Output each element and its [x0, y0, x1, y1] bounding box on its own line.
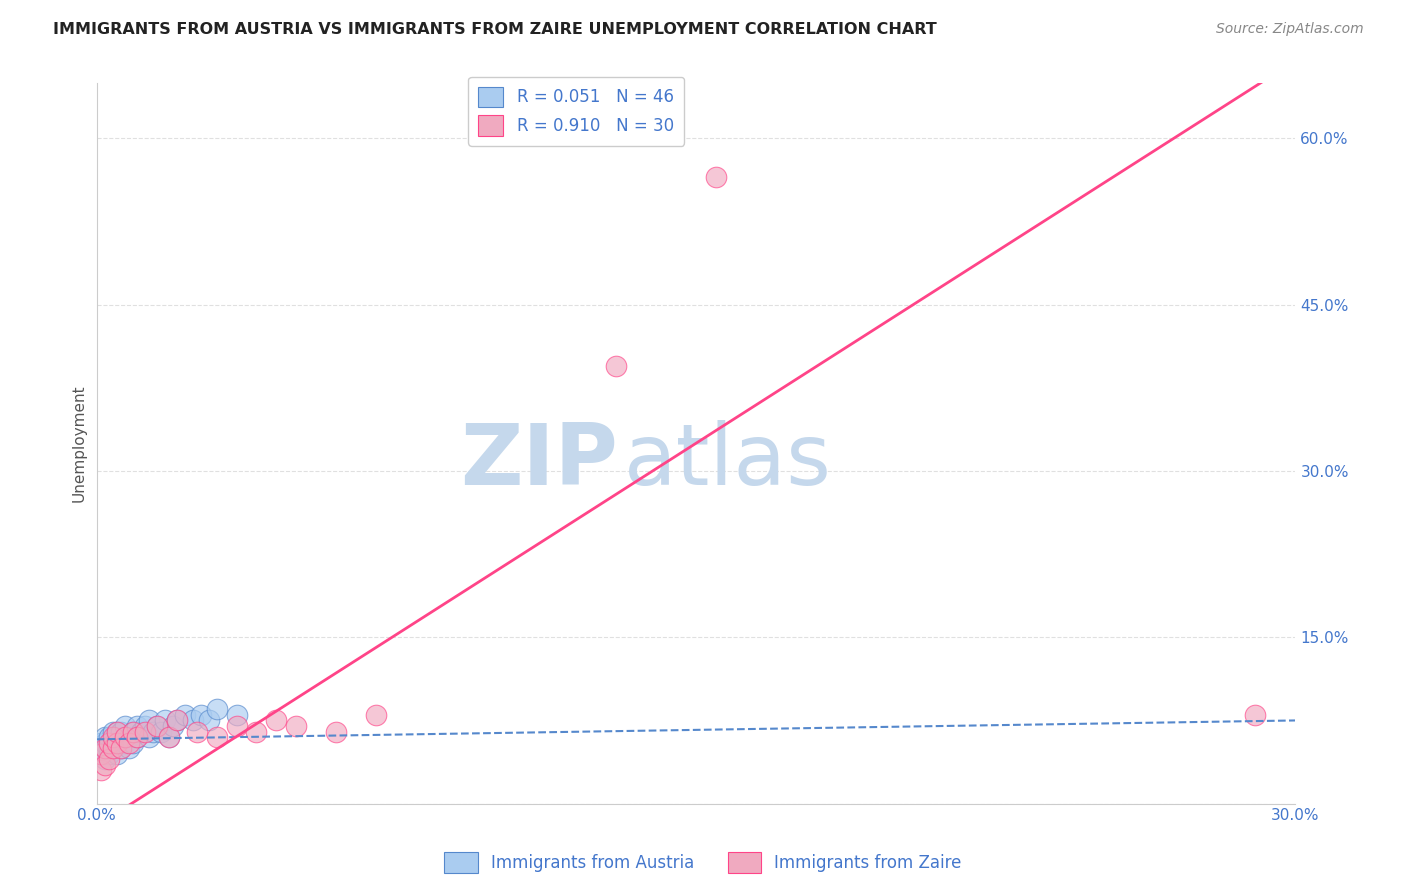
Point — [117, 730, 139, 744]
Point — [97, 730, 120, 744]
Point — [110, 724, 132, 739]
Point — [205, 702, 228, 716]
Point — [97, 736, 120, 750]
Point — [93, 730, 115, 744]
Point — [245, 724, 267, 739]
Point — [97, 741, 120, 756]
Point — [125, 719, 148, 733]
Point — [97, 747, 120, 761]
Point — [166, 714, 188, 728]
Text: Source: ZipAtlas.com: Source: ZipAtlas.com — [1216, 22, 1364, 37]
Point — [266, 714, 288, 728]
Point — [90, 736, 112, 750]
Text: ZIP: ZIP — [460, 420, 619, 503]
Point — [114, 730, 136, 744]
Point — [121, 724, 143, 739]
Point — [97, 752, 120, 766]
Point — [145, 719, 167, 733]
Point — [125, 730, 148, 744]
Point — [105, 724, 128, 739]
Point — [173, 707, 195, 722]
Point — [157, 730, 180, 744]
Point — [138, 730, 160, 744]
Point — [97, 736, 120, 750]
Point — [110, 741, 132, 756]
Point — [166, 714, 188, 728]
Point — [142, 724, 165, 739]
Point — [325, 724, 347, 739]
Point — [105, 730, 128, 744]
Point — [205, 730, 228, 744]
Point — [101, 724, 124, 739]
Point — [117, 741, 139, 756]
Y-axis label: Unemployment: Unemployment — [72, 384, 86, 502]
Point — [225, 707, 247, 722]
Text: IMMIGRANTS FROM AUSTRIA VS IMMIGRANTS FROM ZAIRE UNEMPLOYMENT CORRELATION CHART: IMMIGRANTS FROM AUSTRIA VS IMMIGRANTS FR… — [53, 22, 938, 37]
Point — [125, 730, 148, 744]
Point — [93, 752, 115, 766]
Point — [101, 741, 124, 756]
Point — [145, 719, 167, 733]
Point — [110, 741, 132, 756]
Point — [105, 736, 128, 750]
Point — [101, 736, 124, 750]
Point — [93, 757, 115, 772]
Point — [117, 736, 139, 750]
Point — [110, 736, 132, 750]
Point — [149, 724, 172, 739]
Point — [138, 714, 160, 728]
Point — [90, 747, 112, 761]
Point — [90, 764, 112, 778]
Point — [605, 359, 627, 373]
Point — [157, 730, 180, 744]
Point — [704, 170, 727, 185]
Point — [101, 741, 124, 756]
Point — [162, 719, 184, 733]
Point — [121, 736, 143, 750]
Point — [105, 736, 128, 750]
Point — [225, 719, 247, 733]
Point — [93, 741, 115, 756]
Point — [153, 714, 176, 728]
Legend: Immigrants from Austria, Immigrants from Zaire: Immigrants from Austria, Immigrants from… — [437, 846, 969, 880]
Point — [186, 724, 208, 739]
Point — [101, 730, 124, 744]
Point — [93, 741, 115, 756]
Point — [105, 747, 128, 761]
Point — [90, 747, 112, 761]
Point — [134, 724, 156, 739]
Point — [181, 714, 204, 728]
Point — [1244, 707, 1267, 722]
Point — [105, 724, 128, 739]
Point — [190, 707, 212, 722]
Text: atlas: atlas — [624, 420, 832, 503]
Point — [134, 719, 156, 733]
Point — [93, 736, 115, 750]
Point — [114, 736, 136, 750]
Point — [90, 741, 112, 756]
Legend: R = 0.051   N = 46, R = 0.910   N = 30: R = 0.051 N = 46, R = 0.910 N = 30 — [468, 77, 683, 145]
Point — [129, 724, 152, 739]
Point — [121, 724, 143, 739]
Point — [197, 714, 219, 728]
Point — [285, 719, 308, 733]
Point — [114, 719, 136, 733]
Point — [366, 707, 388, 722]
